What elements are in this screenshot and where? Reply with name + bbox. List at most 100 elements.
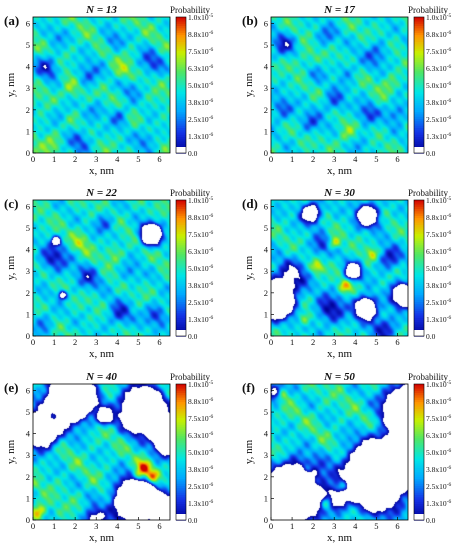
- colorbar-segment: [414, 73, 424, 77]
- colorbar-tick-label: 3.8x10-6: [188, 98, 213, 107]
- colorbar-segment: [176, 418, 186, 421]
- colorbar-segment: [176, 399, 186, 403]
- colorbar-segment: [176, 32, 186, 36]
- colorbar-segment: [176, 23, 186, 27]
- colorbar-segment: [414, 447, 424, 451]
- colorbar-segment: [414, 132, 424, 136]
- colorbar-segment: [414, 492, 424, 496]
- colorbar-segment: [414, 440, 424, 444]
- colorbar-segment: [414, 55, 424, 59]
- colorbar-tick-label: 0.0: [188, 332, 198, 341]
- colorbar-segment: [176, 132, 186, 136]
- colorbar-segment: [176, 229, 186, 233]
- colorbar-segment: [176, 274, 186, 278]
- colorbar-segment: [176, 21, 186, 25]
- plot-frame: [270, 383, 409, 521]
- colorbar-segment: [414, 279, 424, 283]
- panel-d: 0 1 2 3 4 5 6 0 1 2 3 4 5 6 x, nm y, nm N = 30 (d) Probabi…: [242, 187, 451, 360]
- colorbar-segment: [176, 452, 186, 455]
- colorbar-segment: [414, 384, 424, 387]
- colorbar-tick-label: 7.5x10-6: [426, 414, 451, 423]
- colorbar-segment: [176, 424, 186, 428]
- colorbar-segment: [176, 315, 186, 319]
- colorbar-segment: [414, 17, 424, 20]
- colorbar-segment: [176, 465, 186, 469]
- y-axis-label: y, nm: [5, 439, 17, 464]
- y-tick-label: 5: [26, 40, 30, 50]
- x-tick-label: 3: [94, 154, 98, 164]
- colorbar-segment: [176, 295, 186, 299]
- x-tick-label: 3: [332, 521, 336, 531]
- x-axis-label: x, nm: [327, 348, 353, 360]
- colorbar-segment: [414, 245, 424, 249]
- colorbar-segment: [176, 204, 186, 208]
- colorbar-segment: [176, 270, 186, 274]
- colorbar-segment: [176, 141, 186, 145]
- colorbar-segment: [176, 304, 186, 308]
- colorbar-segment: [414, 30, 424, 34]
- colorbar-segment: [414, 109, 424, 113]
- colorbar-segment: [414, 393, 424, 396]
- colorbar-segment: [414, 114, 424, 118]
- colorbar-segment: [414, 224, 424, 228]
- x-tick-label: 6: [395, 154, 399, 164]
- y-tick-label: 0: [264, 331, 268, 341]
- y-axis-label: y, nm: [243, 255, 255, 280]
- colorbar-segment: [414, 467, 424, 471]
- colorbar-segment: [176, 73, 186, 77]
- colorbar-segment: [414, 51, 424, 54]
- colorbar-tick-label: 8.8x10-6: [188, 213, 213, 222]
- colorbar-segment: [414, 499, 424, 503]
- colorbar-segment: [414, 60, 424, 63]
- colorbar-segment: [176, 322, 186, 326]
- colorbar-segment: [176, 227, 186, 231]
- colorbar-segment: [414, 44, 424, 48]
- y-tick-label: 6: [26, 201, 30, 211]
- x-tick-label: 0: [269, 521, 273, 531]
- colorbar-segment: [176, 415, 186, 419]
- y-tick-label: 3: [264, 83, 268, 93]
- colorbar-segment: [414, 490, 424, 494]
- colorbar-segment: [176, 51, 186, 54]
- colorbar-segment: [414, 433, 424, 437]
- colorbar-tick-label: 1.0x10-5: [188, 196, 213, 205]
- colorbar-segment: [176, 447, 186, 451]
- colorbar-segment: [176, 211, 186, 215]
- colorbar-tick-label: 1.3x10-6: [188, 132, 213, 141]
- colorbar-segment: [176, 222, 186, 226]
- colorbar-segment: [176, 94, 186, 97]
- colorbar-segment: [414, 390, 424, 394]
- x-tick-label: 4: [115, 154, 120, 164]
- colorbar-tick-label: 1.3x10-6: [426, 315, 451, 324]
- y-tick-label: 1: [264, 126, 268, 136]
- colorbar-segment: [176, 78, 186, 82]
- colorbar-segment: [176, 234, 186, 237]
- colorbar-segment: [176, 422, 186, 426]
- colorbar-tick-label: 1.0x10-5: [426, 380, 451, 389]
- colorbar-segment: [176, 429, 186, 433]
- colorbar-segment: [414, 427, 424, 430]
- x-tick-label: 3: [94, 521, 98, 531]
- plot-frame: [270, 16, 409, 154]
- x-tick-label: 1: [52, 154, 56, 164]
- colorbar-segment: [414, 263, 424, 267]
- x-tick-label: 1: [52, 521, 56, 531]
- colorbar-segment: [176, 213, 186, 217]
- colorbar-tick-label: 2.5x10-6: [426, 115, 451, 124]
- colorbar-zero-segment: [176, 514, 186, 520]
- colorbar-segment: [414, 465, 424, 469]
- panel-label: (c): [4, 196, 18, 211]
- plot-frame: [32, 383, 171, 521]
- y-tick-label: 2: [26, 288, 30, 298]
- colorbar-segment: [176, 224, 186, 228]
- colorbar-segment: [414, 247, 424, 251]
- heatmap-image: [271, 384, 408, 520]
- colorbar-segment: [414, 452, 424, 455]
- colorbar-segment: [176, 123, 186, 127]
- colorbar-segment: [176, 143, 186, 147]
- colorbar-tick-label: 2.5x10-6: [188, 115, 213, 124]
